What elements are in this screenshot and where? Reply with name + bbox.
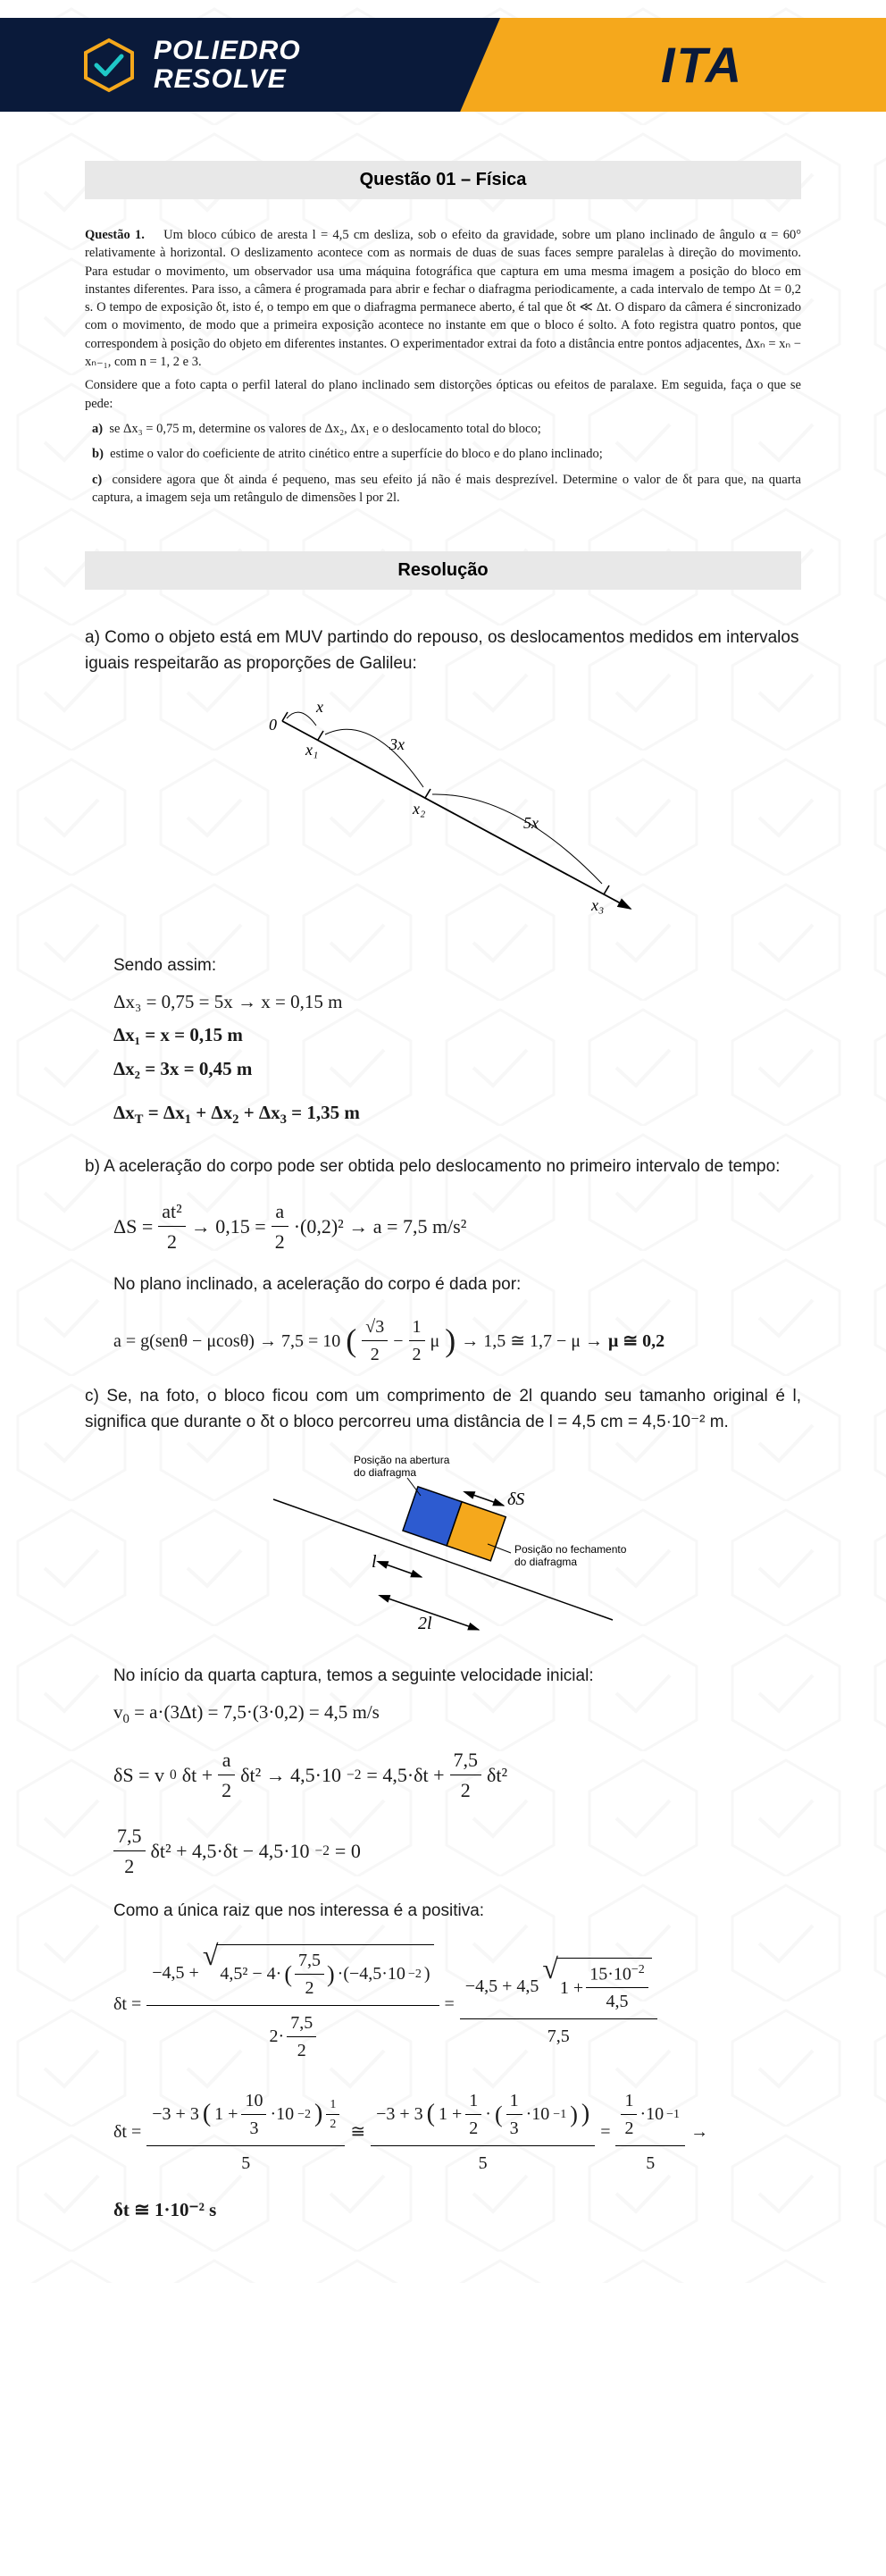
brand-line2: RESOLVE [154, 65, 301, 94]
brand-text: POLIEDRO RESOLVE [154, 37, 301, 93]
diag-a-x3: x₃ [590, 896, 604, 914]
diag-c-2l: 2l [418, 1614, 432, 1633]
sol-c-dS-eq: δS = v0δt + a2δt² → 4,5·10−2 = 4,5·δt + … [85, 1745, 801, 1805]
resolution-title-bar: Resolução [85, 551, 801, 590]
sol-b-eq1: ΔS = at²2 → 0,15 = a2 ·(0,2)² → a = 7,5 … [85, 1196, 801, 1256]
sol-a-eq2: Δx₁ = x = 0,15 m [113, 1021, 801, 1050]
block-diagram: Posição na abertura do diafragma Posição… [247, 1446, 639, 1642]
sol-c-quad: 7,52δt² + 4,5·δt − 4,5·10−2 = 0 [85, 1821, 801, 1881]
diag-a-zero: 0 [269, 716, 277, 734]
sol-c-v0-eq: v0 = a·(3Δt) = 7,5·(3·0,2) = 4,5 m/s [85, 1699, 801, 1729]
sol-c-intro: c) Se, na foto, o bloco ficou com um com… [85, 1384, 801, 1435]
diag-c-l: l [372, 1552, 377, 1572]
header-navy-band: POLIEDRO RESOLVE [0, 18, 500, 112]
diag-a-5x: 5x [523, 814, 539, 832]
exam-name: ITA [661, 36, 743, 94]
sol-b-intro: b) A aceleração do corpo pode ser obtida… [85, 1154, 801, 1180]
problem-lead: Questão 1. [85, 228, 145, 242]
problem-body2: Considere que a foto capta o perfil late… [85, 376, 801, 413]
diag-c-open-label: Posição na abertura do diafragma [354, 1454, 453, 1479]
sol-c-root-intro: Como a única raiz que nos interessa é a … [85, 1899, 801, 1925]
diag-a-x: x [315, 698, 323, 716]
sol-c-bigfrac2: δt = −3 + 3(1 + 103·10−2)12 5 ≅ −3 + 3(1… [85, 2084, 801, 2180]
sol-a-eq3: Δx₂ = 3x = 0,45 m [113, 1055, 801, 1084]
diag-a-x1: x₁ [305, 741, 318, 759]
diag-a-3x: 3x [389, 735, 405, 753]
problem-item-c: considere agora que δt ainda é pequeno, … [92, 473, 801, 505]
problem-item-b: estime o valor do coeficiente de atrito … [110, 447, 603, 461]
diag-c-deltaS: δS [507, 1489, 524, 1509]
sol-a-intro: a) Como o objeto está em MUV partindo do… [85, 625, 801, 676]
sol-b-eq2: a = g(senθ − μcosθ) → 7,5 = 10 ( √32 − 1… [85, 1313, 801, 1368]
galileo-diagram: 0 x x₁ 3x x₂ 5x x₃ [220, 694, 666, 927]
sol-c-final: δt ≅ 1·10⁻² s [85, 2196, 801, 2225]
page-header: ITA POLIEDRO RESOLVE [0, 0, 886, 152]
problem-item-a: se Δx₃ = 0,75 m, determine os valores de… [109, 422, 540, 436]
sol-a-eq1: Δx₃ = 0,75 = 5x → x = 0,15 m [113, 988, 801, 1017]
problem-body1: Um bloco cúbico de aresta l = 4,5 cm des… [85, 228, 801, 369]
sol-c-v0-intro: No início da quarta captura, temos a seg… [85, 1664, 801, 1690]
brand-line1: POLIEDRO [154, 37, 301, 65]
solution-body: a) Como o objeto está em MUV partindo do… [85, 625, 801, 2224]
sol-a-eq4: ΔxT = Δx1 + Δx2 + Δx3 = 1,35 m [113, 1099, 801, 1129]
diag-a-x2: x₂ [412, 800, 425, 818]
sol-b-mid: No plano inclinado, a aceleração do corp… [85, 1272, 801, 1298]
sol-c-bigfrac1: δt = −4,5 + √4,5² − 4·(7,52)·(−4,5·10−2)… [85, 1941, 801, 2068]
sol-a-sendo: Sendo assim: [85, 953, 801, 979]
question-title-bar: Questão 01 – Física [85, 161, 801, 199]
diag-c-close-label: Posição no fechamento do diafragma [514, 1543, 630, 1568]
brand-hex-icon [80, 37, 138, 94]
problem-statement: Questão 1. Um bloco cúbico de aresta l =… [85, 226, 801, 507]
